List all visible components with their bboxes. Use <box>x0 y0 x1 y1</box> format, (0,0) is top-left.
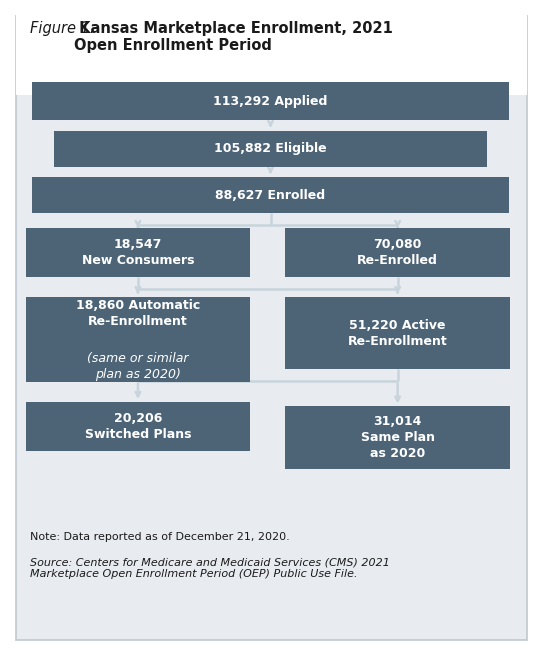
FancyBboxPatch shape <box>16 16 527 640</box>
Text: 51,220 Active
Re-Enrollment: 51,220 Active Re-Enrollment <box>348 319 447 347</box>
FancyBboxPatch shape <box>16 15 527 95</box>
FancyBboxPatch shape <box>32 82 509 120</box>
Text: 88,627 Enrolled: 88,627 Enrolled <box>215 189 326 202</box>
Text: Kansas Marketplace Enrollment, 2021
Open Enrollment Period: Kansas Marketplace Enrollment, 2021 Open… <box>74 21 393 54</box>
FancyBboxPatch shape <box>286 297 510 369</box>
Text: 113,292 Applied: 113,292 Applied <box>213 95 328 108</box>
Text: 18,547
New Consumers: 18,547 New Consumers <box>82 238 194 267</box>
FancyBboxPatch shape <box>26 297 250 382</box>
Text: Source: Centers for Medicare and Medicaid Services (CMS) 2021
Marketplace Open E: Source: Centers for Medicare and Medicai… <box>30 557 390 579</box>
FancyBboxPatch shape <box>32 177 509 213</box>
FancyBboxPatch shape <box>286 406 510 469</box>
Text: Note: Data reported as of December 21, 2020.: Note: Data reported as of December 21, 2… <box>30 532 289 542</box>
Text: Figure 1.: Figure 1. <box>30 21 94 36</box>
FancyBboxPatch shape <box>286 228 510 277</box>
Text: 70,080
Re-Enrolled: 70,080 Re-Enrolled <box>357 238 438 267</box>
Text: (same or similar
plan as 2020): (same or similar plan as 2020) <box>87 353 189 381</box>
Text: 18,860 Automatic
Re-Enrollment: 18,860 Automatic Re-Enrollment <box>76 299 200 328</box>
Text: 20,206
Switched Plans: 20,206 Switched Plans <box>85 412 191 441</box>
FancyBboxPatch shape <box>26 402 250 451</box>
Text: 105,882 Eligible: 105,882 Eligible <box>214 142 327 155</box>
FancyBboxPatch shape <box>54 131 487 167</box>
FancyBboxPatch shape <box>26 228 250 277</box>
Text: 31,014
Same Plan
as 2020: 31,014 Same Plan as 2020 <box>361 415 434 460</box>
